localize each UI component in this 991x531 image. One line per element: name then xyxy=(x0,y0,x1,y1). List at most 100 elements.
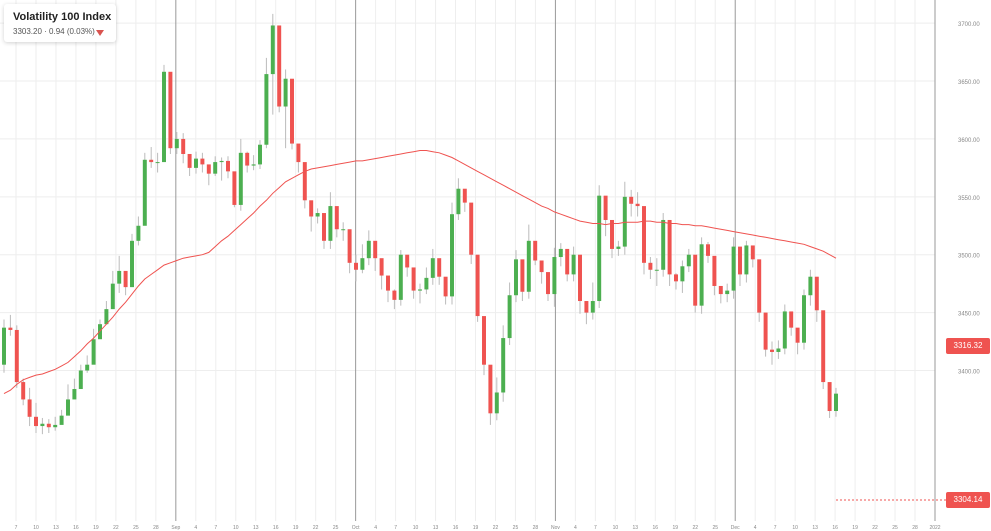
candle-body xyxy=(66,399,70,416)
candle-body xyxy=(219,160,224,163)
candle-body xyxy=(117,270,122,284)
candle-body xyxy=(834,393,838,412)
candle-body xyxy=(187,153,192,168)
candle-body xyxy=(443,276,448,297)
candle-body xyxy=(418,289,422,291)
candle-body xyxy=(27,399,32,417)
candle-body xyxy=(411,267,416,291)
candle-body xyxy=(718,285,723,295)
candle-body xyxy=(795,327,800,343)
candle-body xyxy=(72,389,77,400)
x-tick-label: 4 xyxy=(574,525,577,531)
candle-body xyxy=(168,71,173,149)
candle-body xyxy=(610,219,614,249)
candle-body xyxy=(206,164,211,174)
candle-body xyxy=(392,290,397,300)
x-tick-label: 4 xyxy=(754,525,757,531)
down-arrow-icon xyxy=(96,30,104,36)
candle-body xyxy=(507,295,512,339)
y-tick-label: 3500.00 xyxy=(958,254,980,260)
candle-body xyxy=(706,244,710,256)
symbol-title: Volatility 100 Index xyxy=(13,11,112,23)
x-tick-label: 19 xyxy=(293,525,299,531)
candle-body xyxy=(763,312,768,350)
x-tick-label: 4 xyxy=(194,525,197,531)
y-tick-label: 3550.00 xyxy=(958,196,980,202)
candle-body xyxy=(642,206,646,263)
candle-body xyxy=(200,158,205,165)
ma-value-badge: 3316.32 xyxy=(946,338,990,354)
candle-body xyxy=(712,255,717,286)
candle-body xyxy=(725,290,730,295)
moving-average-line xyxy=(3,150,837,395)
x-tick-label: 16 xyxy=(832,525,838,531)
candle-body xyxy=(302,162,307,201)
candle-body xyxy=(296,143,301,163)
x-tick-label: 22 xyxy=(493,525,499,531)
candle-body xyxy=(366,240,371,259)
candle-body xyxy=(373,240,378,259)
x-tick-label: 16 xyxy=(273,525,279,531)
candle-body xyxy=(635,203,640,207)
candle-body xyxy=(802,295,806,343)
candle-body xyxy=(462,188,467,203)
candle-body xyxy=(123,270,128,288)
candle-body xyxy=(744,245,749,275)
candle-body xyxy=(78,370,83,390)
candle-body xyxy=(315,213,320,217)
candle-body xyxy=(450,214,454,297)
candle-body xyxy=(8,327,13,330)
candle-body xyxy=(424,277,429,290)
candle-body xyxy=(437,258,442,277)
x-tick-label: 10 xyxy=(413,525,419,531)
candle-body xyxy=(629,196,634,204)
candle-body xyxy=(264,74,269,145)
candle-body xyxy=(328,206,333,241)
candle-body xyxy=(322,213,326,241)
candle-body xyxy=(386,275,390,291)
candle-body xyxy=(251,164,256,166)
candle-body xyxy=(181,138,186,154)
candle-body xyxy=(104,309,109,325)
candle-body xyxy=(827,382,832,412)
candle-body xyxy=(789,311,794,328)
x-tick-label: 10 xyxy=(613,525,619,531)
candle-body xyxy=(776,348,781,352)
candle-body xyxy=(85,364,90,371)
x-tick-label: 22 xyxy=(692,525,698,531)
x-tick-label: 16 xyxy=(73,525,79,531)
x-tick-label: Dec xyxy=(731,525,740,531)
candle-body xyxy=(578,254,582,302)
candle-body xyxy=(213,162,218,174)
candle-body xyxy=(136,225,141,241)
candle-body xyxy=(379,258,384,276)
x-tick-label: 25 xyxy=(513,525,519,531)
candle-body xyxy=(194,158,198,168)
candle-body xyxy=(59,415,64,425)
x-tick-label: 13 xyxy=(53,525,59,531)
x-tick-label: 19 xyxy=(852,525,858,531)
x-tick-label: 25 xyxy=(333,525,339,531)
candle-body xyxy=(565,248,570,275)
x-tick-label: 25 xyxy=(892,525,898,531)
candle-body xyxy=(53,424,58,428)
symbol-info-box: Volatility 100 Index 3303.20 · 0.94 (0.0… xyxy=(4,4,116,42)
last-price-badge: 3304.14 xyxy=(946,492,990,508)
candle-body xyxy=(558,248,563,258)
x-tick-label: 28 xyxy=(533,525,539,531)
candle-body xyxy=(757,259,762,313)
candle-body xyxy=(514,259,518,296)
candle-body xyxy=(616,246,621,249)
x-tick-label: 7 xyxy=(394,525,397,531)
candle-body xyxy=(354,262,358,270)
candle-body xyxy=(770,349,774,352)
candle-body xyxy=(597,195,602,302)
candle-body xyxy=(283,78,288,107)
x-tick-label: 19 xyxy=(673,525,679,531)
x-tick-label: 19 xyxy=(93,525,99,531)
candle-body xyxy=(814,276,819,311)
candle-body xyxy=(622,196,627,247)
candle-body xyxy=(482,316,486,365)
x-tick-label: 22 xyxy=(872,525,878,531)
